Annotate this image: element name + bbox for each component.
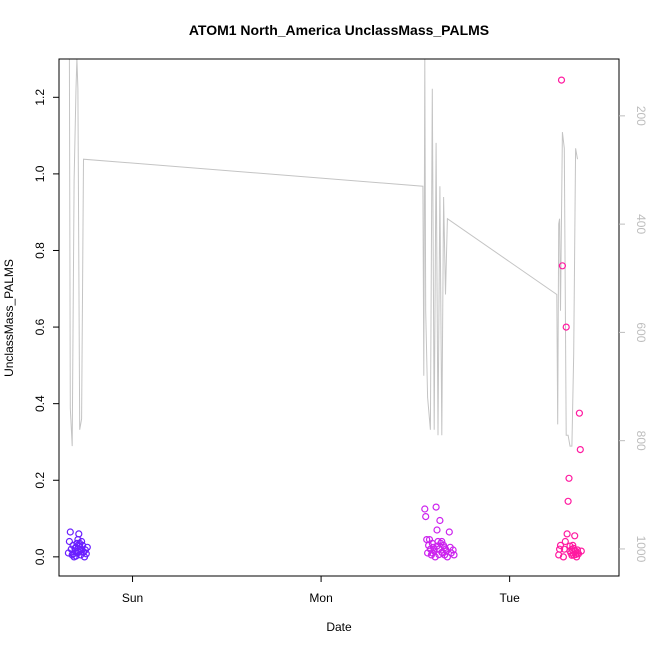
y-tick-label: 1.0 [33,165,47,182]
data-point [441,544,449,552]
data-point [436,516,444,525]
y2-tick-label: 400 [634,214,648,234]
data-point [558,262,567,270]
y-tick-label: 0.2 [33,472,47,489]
data-point [433,526,441,534]
data-point [565,474,573,482]
data-point [557,76,566,84]
data-point [568,551,576,559]
data-point [432,503,440,511]
data-point [422,512,430,521]
chart-title: ATOM1 North_America UnclassMass_PALMS [189,22,489,38]
x-tick-label: Tue [500,591,521,605]
data-point [433,542,441,550]
data-point [77,546,85,554]
data-point [431,553,439,561]
y-tick-label: 1.2 [33,89,47,106]
data-point [569,541,577,550]
x-axis: Sun Mon Tue [122,576,520,605]
y-tick-label: 0.4 [33,395,47,412]
altitude-line-layer [68,59,578,447]
plot-frame [58,58,620,577]
x-axis-label: Date [326,620,352,634]
y-tick-label: 0.6 [33,318,47,335]
y-tick-label: 0.0 [33,548,47,565]
data-point [561,537,569,546]
data-point [73,539,81,548]
data-point [443,553,451,561]
data-point [564,497,572,505]
data-point [556,541,565,550]
x-tick-label: Mon [309,591,332,605]
y2-tick-label: 1000 [634,536,648,563]
data-point [421,505,429,513]
data-points-layer [64,76,585,561]
y2-tick-label: 600 [634,322,648,342]
y2-tick-label: 800 [634,431,648,451]
data-point [438,537,446,546]
data-point [75,530,83,538]
altitude-line [68,59,578,447]
data-point [566,542,574,550]
y2-axis: 200 400 600 800 1000 [619,106,648,563]
data-point [563,530,571,538]
y-axis: 0.0 0.2 0.4 0.6 0.8 1.0 1.2 [33,89,59,565]
x-tick-label: Sun [122,591,143,605]
data-point [449,546,457,554]
y-axis-label: UnclassMass_PALMS [2,259,16,377]
data-point [575,409,584,417]
data-point [66,528,74,536]
data-point [450,551,458,559]
data-point [573,546,582,554]
data-point [571,532,579,540]
data-point [570,544,578,553]
data-point [83,543,91,551]
y2-tick-label: 200 [634,106,648,126]
data-point [577,547,585,555]
data-point [65,537,74,546]
data-point [555,545,564,553]
data-point [576,446,584,454]
data-point [445,528,453,536]
data-point [562,323,570,331]
data-point [82,550,90,558]
y-tick-label: 0.8 [33,242,47,259]
data-point [559,553,568,561]
data-point [571,550,580,559]
